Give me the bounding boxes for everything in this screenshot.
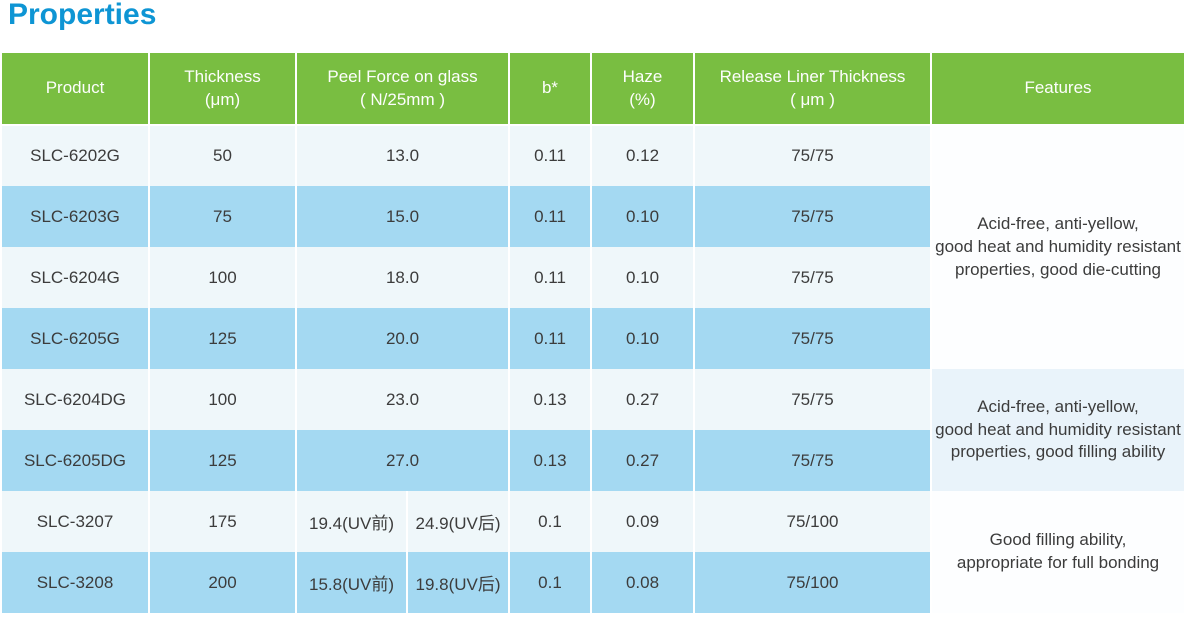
cell-release-liner: 75/100 [693,491,932,552]
header-product: Product [0,51,150,126]
cell-b-star: 0.11 [508,125,592,186]
cell-product: SLC-3208 [0,552,150,613]
header-peel-force: Peel Force on glass ( N/25mm ) [295,51,510,126]
header-release-liner: Release Liner Thickness ( μm ) [693,51,932,126]
cell-product: SLC-6205G [0,308,150,369]
table-row: SLC-3208 200 15.8(UV前) 19.8(UV后) 0.1 0.0… [0,552,1184,613]
cell-product: SLC-6204DG [0,369,150,430]
cell-peel-force-pre-uv: 15.8(UV前) [295,552,408,613]
cell-haze: 0.12 [590,125,695,186]
cell-peel-force: 15.0 [295,186,510,247]
cell-release-liner: 75/75 [693,308,932,369]
cell-release-liner: 75/75 [693,369,932,430]
header-haze: Haze (%) [590,51,695,126]
cell-thickness: 50 [148,125,297,186]
cell-peel-force: 20.0 [295,308,510,369]
cell-product: SLC-6205DG [0,430,150,491]
cell-product: SLC-6203G [0,186,150,247]
features-group-1: Acid-free, anti-yellow, good heat and hu… [930,125,1184,369]
properties-table: Product Thickness (μm) Peel Force on gla… [0,51,1184,613]
cell-haze: 0.08 [590,552,695,613]
features-group-3: Good filling ability, appropriate for fu… [930,491,1184,613]
cell-product: SLC-6204G [0,247,150,308]
cell-release-liner: 75/75 [693,125,932,186]
cell-haze: 0.27 [590,369,695,430]
table-row: SLC-3207 175 19.4(UV前) 24.9(UV后) 0.1 0.0… [0,491,1184,613]
cell-b-star: 0.11 [508,247,592,308]
table-row: SLC-6205DG 125 27.0 0.13 0.27 75/75 [0,430,1184,491]
cell-b-star: 0.13 [508,369,592,430]
table-row: SLC-6203G 75 15.0 0.11 0.10 75/75 [0,186,1184,247]
cell-thickness: 100 [148,369,297,430]
table-row: SLC-6204DG 100 23.0 0.13 0.27 75/75 Acid… [0,369,1184,491]
cell-peel-force: 23.0 [295,369,510,430]
header-b-star: b* [508,51,592,126]
cell-haze: 0.09 [590,491,695,552]
header-row: Product Thickness (μm) Peel Force on gla… [0,51,1184,126]
cell-thickness: 175 [148,491,297,552]
cell-peel-force: 13.0 [295,125,510,186]
cell-peel-force: 27.0 [295,430,510,491]
table-row: SLC-6205G 125 20.0 0.11 0.10 75/75 [0,308,1184,369]
header-thickness: Thickness (μm) [148,51,297,126]
cell-b-star: 0.13 [508,430,592,491]
cell-release-liner: 75/75 [693,186,932,247]
cell-product: SLC-6202G [0,125,150,186]
cell-product: SLC-3207 [0,491,150,552]
cell-thickness: 200 [148,552,297,613]
cell-thickness: 125 [148,430,297,491]
cell-haze: 0.10 [590,186,695,247]
cell-thickness: 125 [148,308,297,369]
cell-release-liner: 75/75 [693,430,932,491]
cell-haze: 0.27 [590,430,695,491]
cell-release-liner: 75/75 [693,247,932,308]
page-title: Properties [8,0,157,31]
cell-peel-force: 18.0 [295,247,510,308]
cell-peel-force-pre-uv: 19.4(UV前) [295,491,408,552]
cell-thickness: 75 [148,186,297,247]
cell-thickness: 100 [148,247,297,308]
cell-b-star: 0.11 [508,308,592,369]
cell-b-star: 0.1 [508,491,592,552]
header-features: Features [930,51,1184,126]
cell-haze: 0.10 [590,308,695,369]
cell-release-liner: 75/100 [693,552,932,613]
cell-peel-force-post-uv: 19.8(UV后) [406,552,510,613]
cell-peel-force-post-uv: 24.9(UV后) [406,491,510,552]
cell-b-star: 0.1 [508,552,592,613]
features-group-2: Acid-free, anti-yellow, good heat and hu… [930,369,1184,491]
table-row: SLC-6204G 100 18.0 0.11 0.10 75/75 [0,247,1184,308]
table-row: SLC-6202G 50 13.0 0.11 0.12 75/75 Acid-f… [0,125,1184,369]
cell-haze: 0.10 [590,247,695,308]
cell-b-star: 0.11 [508,186,592,247]
